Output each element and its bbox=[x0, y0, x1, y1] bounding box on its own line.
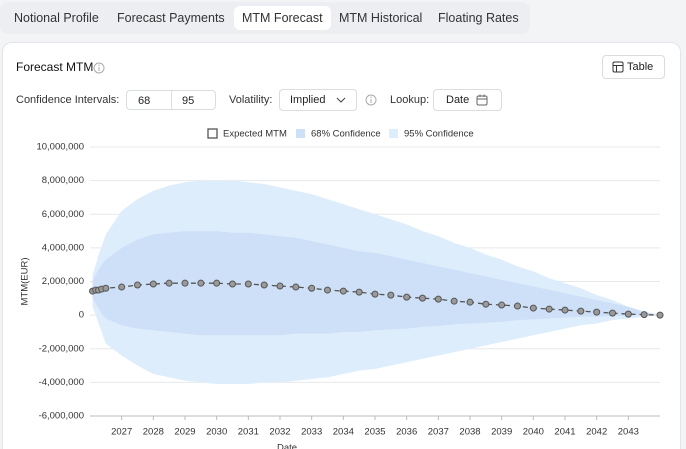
legend-swatch bbox=[296, 129, 305, 138]
mtm-point bbox=[149, 280, 157, 288]
y-tick-label: -4,000,000 bbox=[39, 377, 84, 388]
mtm-point bbox=[577, 307, 585, 315]
mtm-point bbox=[339, 287, 347, 295]
tab-bar: Notional Profile Forecast Payments MTM F… bbox=[0, 2, 530, 34]
mtm-point bbox=[403, 293, 411, 301]
x-axis-title: Date bbox=[277, 443, 297, 449]
mtm-point bbox=[181, 279, 189, 287]
mtm-point bbox=[450, 297, 458, 305]
mtm-point bbox=[102, 284, 110, 292]
panel-title: Forecast MTM bbox=[16, 60, 94, 74]
mtm-point bbox=[355, 288, 363, 296]
mtm-point bbox=[308, 284, 316, 292]
mtm-point bbox=[197, 279, 205, 287]
mtm-point bbox=[466, 298, 474, 306]
y-tick-label: 0 bbox=[79, 310, 84, 321]
info-icon[interactable] bbox=[365, 94, 377, 106]
mtm-point bbox=[371, 290, 379, 298]
x-tick-label: 2037 bbox=[428, 427, 449, 438]
mtm-point bbox=[545, 305, 553, 313]
mtm-point bbox=[276, 282, 284, 290]
x-tick-label: 2039 bbox=[491, 427, 512, 438]
x-tick-label: 2036 bbox=[396, 427, 417, 438]
y-tick-label: 8,000,000 bbox=[42, 175, 84, 186]
calendar-icon bbox=[476, 94, 488, 106]
x-tick-label: 2028 bbox=[143, 427, 164, 438]
button-label: Table bbox=[627, 61, 654, 73]
mtm-point bbox=[593, 308, 601, 316]
x-tick-label: 2033 bbox=[301, 427, 322, 438]
chevron bbox=[336, 97, 346, 103]
x-tick-label: 2038 bbox=[459, 427, 480, 438]
y-tick-label: 2,000,000 bbox=[42, 276, 84, 287]
legend-swatch bbox=[389, 129, 398, 138]
y-tick-label: -2,000,000 bbox=[39, 343, 84, 354]
table-icon bbox=[612, 61, 624, 73]
mtm-point bbox=[482, 300, 490, 308]
mtm-point bbox=[656, 311, 664, 319]
legend-label: 68% Confidence bbox=[311, 129, 381, 140]
mtm-point bbox=[434, 295, 442, 303]
mtm-point bbox=[118, 283, 126, 291]
y-tick-label: 6,000,000 bbox=[42, 209, 84, 220]
date-value: Date bbox=[446, 94, 470, 106]
mtm-point bbox=[624, 310, 632, 318]
input[interactable]: 68 bbox=[126, 90, 172, 110]
tab[interactable]: Forecast Payments bbox=[117, 11, 225, 25]
mtm-point bbox=[229, 280, 236, 288]
x-tick-label: 2032 bbox=[269, 427, 290, 438]
volatility-label: Volatility: bbox=[229, 94, 273, 106]
info-icon[interactable] bbox=[93, 62, 105, 74]
confidence-label: Confidence Intervals: bbox=[16, 94, 120, 106]
input[interactable]: 95 bbox=[171, 90, 216, 110]
legend-label: 95% Confidence bbox=[404, 129, 474, 140]
tab-active[interactable]: MTM Forecast bbox=[234, 6, 331, 30]
mtm-point bbox=[260, 281, 268, 289]
mtm-point bbox=[324, 286, 331, 294]
x-tick-label: 2040 bbox=[523, 427, 544, 438]
mtm-point bbox=[213, 279, 221, 287]
x-tick-label: 2035 bbox=[364, 427, 385, 438]
y-tick-label: 10,000,000 bbox=[36, 142, 84, 153]
x-tick-label: 2034 bbox=[333, 427, 354, 438]
legend-label: Expected MTM bbox=[223, 129, 287, 140]
mtm-point bbox=[529, 304, 537, 312]
tab[interactable]: Notional Profile bbox=[14, 11, 99, 25]
y-tick-label: 4,000,000 bbox=[42, 242, 84, 253]
x-tick-label: 2030 bbox=[206, 427, 227, 438]
mtm-point bbox=[561, 306, 569, 314]
mtm-point bbox=[609, 309, 616, 317]
x-tick-label: 2029 bbox=[174, 427, 195, 438]
mtm-point bbox=[514, 302, 521, 310]
tab[interactable]: MTM Historical bbox=[339, 11, 423, 25]
lookup-label: Lookup: bbox=[390, 94, 430, 106]
mtm-point bbox=[134, 281, 141, 289]
x-tick-label: 2043 bbox=[618, 427, 639, 438]
mtm-point bbox=[640, 311, 648, 319]
mtm-point bbox=[498, 301, 506, 309]
legend-swatch bbox=[207, 128, 218, 139]
mtm-point bbox=[419, 294, 426, 302]
x-tick-label: 2031 bbox=[238, 427, 259, 438]
tab[interactable]: Floating Rates bbox=[438, 11, 519, 25]
date-picker[interactable]: Date bbox=[433, 89, 502, 111]
y-axis-title: MTM(EUR) bbox=[20, 257, 31, 305]
mtm-point bbox=[165, 279, 173, 287]
x-tick-label: 2027 bbox=[111, 427, 132, 438]
mtm-point bbox=[387, 291, 395, 299]
x-tick-label: 2041 bbox=[554, 427, 575, 438]
y-tick-label: -6,000,000 bbox=[39, 411, 84, 422]
select-value: Implied bbox=[290, 94, 326, 106]
select[interactable]: Implied bbox=[279, 89, 357, 111]
mtm-point bbox=[292, 283, 300, 291]
x-tick-label: 2042 bbox=[586, 427, 607, 438]
mtm-point bbox=[244, 280, 252, 288]
